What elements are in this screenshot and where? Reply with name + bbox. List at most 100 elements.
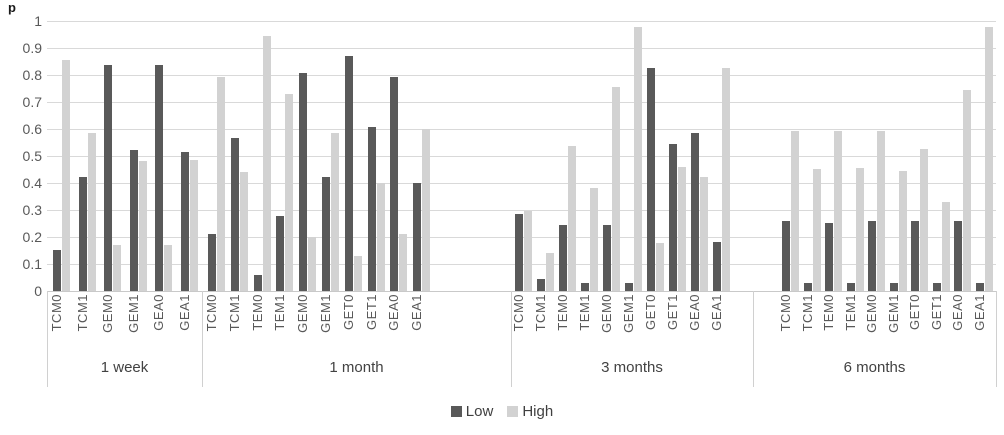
category-label: GET1 xyxy=(928,294,944,330)
axis-divider xyxy=(47,291,48,387)
bar-low xyxy=(889,282,898,291)
bar-high xyxy=(62,59,70,291)
bar-low xyxy=(180,151,189,291)
gridline xyxy=(47,209,996,211)
category-label: GEM1 xyxy=(621,294,636,333)
category-label: TEM1 xyxy=(272,294,288,331)
legend-swatch-high-icon xyxy=(507,406,519,417)
bar-low xyxy=(155,65,163,291)
category-label: GET0 xyxy=(340,294,356,330)
bar-high xyxy=(87,132,96,291)
category-label: TCM1 xyxy=(533,294,548,332)
category-label: GEA1 xyxy=(971,294,987,331)
bar-low xyxy=(253,274,262,291)
bar-low xyxy=(581,282,589,291)
bar-low xyxy=(975,282,984,291)
bar-low xyxy=(669,143,677,291)
gridline xyxy=(47,182,996,184)
bar-high xyxy=(791,131,799,291)
legend-item-high: High xyxy=(507,403,553,420)
y-tick-label: 0.4 xyxy=(22,174,42,191)
bar-low xyxy=(78,177,87,291)
bar-low xyxy=(299,73,308,291)
category-label: TCM1 xyxy=(226,294,242,332)
bar-low xyxy=(129,150,138,291)
bar-high xyxy=(590,188,598,291)
y-tick-label: 0.3 xyxy=(22,201,42,218)
bar-low xyxy=(713,242,721,291)
bar-high xyxy=(877,131,885,291)
category-label: GEM0 xyxy=(295,294,311,333)
axis-divider xyxy=(996,291,997,387)
category-label: GEA0 xyxy=(151,294,166,331)
bar-high xyxy=(920,148,928,291)
legend-label-high: High xyxy=(522,403,554,420)
category-label: GEM1 xyxy=(125,294,141,333)
bar-low xyxy=(344,55,353,291)
category-label: TEM0 xyxy=(249,294,265,331)
category-label: TEM1 xyxy=(577,294,592,331)
axis-divider xyxy=(511,291,512,387)
bar-low xyxy=(276,216,285,291)
category-label: GET1 xyxy=(665,294,680,330)
category-label: GEA0 xyxy=(386,294,402,331)
bar-low xyxy=(782,220,790,291)
x-axis-line xyxy=(47,290,996,292)
bar-low xyxy=(691,132,699,291)
category-label: TEM0 xyxy=(555,294,570,331)
legend-item-low: Low xyxy=(450,403,494,420)
bar-high xyxy=(898,170,907,291)
category-label: GEM0 xyxy=(599,294,614,333)
y-tick-label: 0.1 xyxy=(22,255,42,272)
bar-high xyxy=(984,27,993,291)
y-tick-label: 0.5 xyxy=(22,147,42,164)
bar-low xyxy=(911,220,919,291)
group-label: 1 week xyxy=(100,359,149,376)
bar-high xyxy=(285,93,294,291)
y-tick-label: 0 xyxy=(34,282,42,299)
category-label: GET0 xyxy=(643,294,658,330)
bar-low xyxy=(413,182,422,291)
bar-low xyxy=(230,138,239,291)
bar-low xyxy=(559,224,567,291)
bar-high xyxy=(239,171,248,291)
bar-high xyxy=(722,67,730,291)
bar-high xyxy=(308,236,317,291)
gridline xyxy=(47,128,996,130)
category-label: TCM1 xyxy=(74,294,90,332)
group-label: 1 month xyxy=(329,359,384,376)
bar-high xyxy=(138,161,147,291)
bar-low xyxy=(603,224,611,291)
bar-high xyxy=(399,234,408,291)
bar-high xyxy=(812,169,821,291)
category-label: GEA1 xyxy=(176,294,192,331)
category-label: TCM0 xyxy=(204,294,219,332)
bar-high xyxy=(855,167,864,291)
bar-high xyxy=(422,128,431,291)
bar-high xyxy=(634,27,642,291)
bar-low xyxy=(647,67,655,291)
bar-low xyxy=(825,223,833,291)
y-tick-label: 0.2 xyxy=(22,228,42,245)
bar-high xyxy=(568,146,576,291)
y-tick-label: 0.9 xyxy=(22,39,42,56)
category-label: TCM1 xyxy=(799,294,815,332)
bar-low xyxy=(625,282,633,291)
legend-label-low: Low xyxy=(465,403,494,420)
gridline xyxy=(47,74,996,76)
bar-high xyxy=(963,89,971,291)
bar-high xyxy=(546,252,554,291)
y-tick-label: 0.7 xyxy=(22,93,42,110)
category-label: GEM0 xyxy=(100,294,115,333)
bar-high xyxy=(700,177,708,291)
y-tick-label: 0.6 xyxy=(22,120,42,137)
bar-high xyxy=(376,182,385,291)
bar-high xyxy=(353,255,362,291)
bar-high xyxy=(678,166,686,291)
category-label: TCM0 xyxy=(778,294,793,332)
category-label: TCM0 xyxy=(511,294,526,332)
category-label: GEM0 xyxy=(864,294,879,333)
legend: Low High xyxy=(0,403,1004,420)
legend-swatch-low-icon xyxy=(450,406,462,417)
bar-high xyxy=(656,243,664,291)
